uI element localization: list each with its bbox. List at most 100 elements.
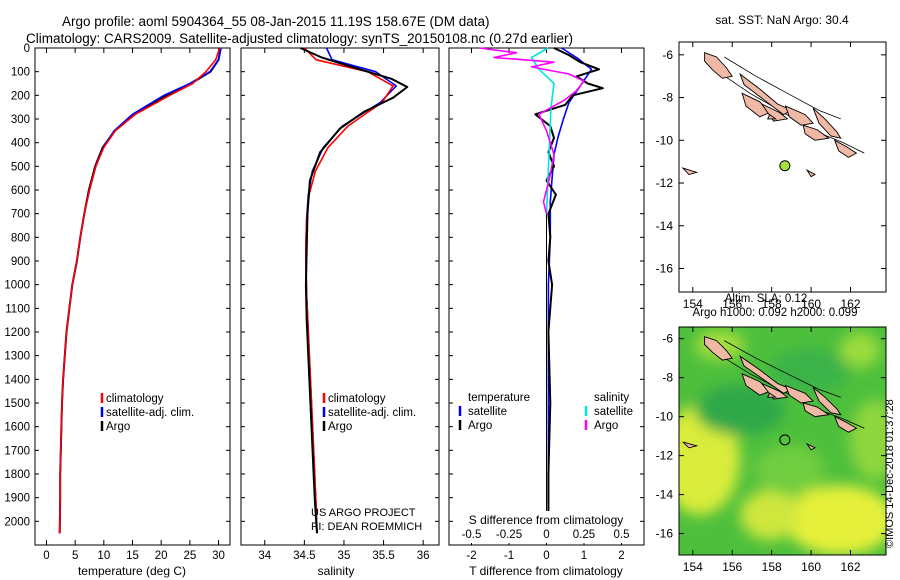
diff-xtick-label: -2: [466, 550, 476, 562]
s-diff-tick-label: 0.5: [614, 529, 630, 541]
depth-tick-label: 600: [11, 185, 30, 197]
map-lon-label: 154: [683, 560, 703, 574]
temp-xtick-label: 0: [43, 550, 49, 562]
temperature-frame: [34, 47, 231, 546]
island: [833, 139, 858, 158]
temp-series-argo: [58, 47, 222, 534]
sla-map-title-line1: Altim. SLA: 0.12: [725, 293, 807, 305]
salinity-panel: 34 34.5 35 35.5 36 climatology satellite-adj…: [240, 47, 440, 578]
depth-tick-label: 2000: [4, 516, 30, 528]
island: [704, 52, 733, 79]
diff-xtick-label: -1: [504, 550, 514, 562]
salinity-frame: [240, 47, 440, 546]
depth-tick-label: 1000: [4, 280, 30, 292]
map-lat-label: -14: [656, 488, 674, 502]
depth-tick-label: 900: [11, 256, 30, 268]
diff-legend-t-satellite: satellite: [468, 406, 507, 418]
sal-xtick-label: 34: [258, 550, 271, 562]
sal-legend-argo: Argo: [328, 421, 352, 433]
island: [681, 167, 699, 176]
depth-tick-label: 1800: [4, 469, 30, 481]
map-lon-label: 158: [762, 560, 782, 574]
map-lat-label: -8: [662, 91, 673, 105]
depth-tick-label: 1600: [4, 422, 30, 434]
island: [812, 107, 842, 139]
diff-xtick-label: 1: [581, 550, 587, 562]
island: [805, 442, 817, 451]
map-lon-label: 162: [840, 297, 860, 311]
depth-tick-label: 0: [24, 43, 30, 55]
depth-tick-label: 1700: [4, 445, 30, 457]
map-lat-label: -12: [656, 449, 674, 463]
argo-position-dot: [779, 160, 791, 172]
diff-series-t-argo: [534, 47, 604, 534]
map-lon-label: 160: [801, 560, 821, 574]
s-axis-box: [457, 511, 637, 543]
sal-xtick-label: 35: [338, 550, 351, 562]
map-lat-label: -10: [656, 410, 674, 424]
diff-legend-t-argo: Argo: [468, 420, 492, 432]
map-lat-label: -6: [662, 48, 673, 62]
s-diff-tick-label: 0.25: [573, 529, 595, 541]
island: [741, 92, 771, 118]
map-lat-label: -14: [656, 219, 674, 233]
island: [704, 336, 733, 361]
map-lat-label: -8: [662, 371, 673, 385]
sal-legend-satellite: satellite-adj. clim.: [328, 407, 416, 419]
reef-line: [724, 56, 841, 120]
diff-legend-salinity-title: salinity: [594, 392, 629, 404]
diff-series-s-argo: [478, 47, 585, 214]
sst-map-panel: sat. SST: NaN Argo: 30.4 154 156 158 160 162…: [656, 13, 887, 311]
sal-series-argo: [299, 47, 409, 534]
map-lon-label: 162: [840, 560, 860, 574]
map-lon-label: 154: [683, 297, 703, 311]
temperature-panel: 0100200300400500600700800900100011001200…: [4, 43, 231, 578]
temp-series-climatology: [58, 47, 221, 534]
sal-xlabel: salinity: [318, 564, 355, 578]
depth-tick-label: 1400: [4, 374, 30, 386]
temp-legend-argo: Argo: [106, 421, 130, 433]
diff-xtick-label: 2: [618, 550, 624, 562]
depth-tick-label: 400: [11, 138, 30, 150]
sla-map-frame: [678, 326, 887, 556]
diff-legend-s-argo: Argo: [594, 420, 618, 432]
credit-line1: US ARGO PROJECT: [311, 507, 416, 519]
depth-tick-label: 1100: [5, 303, 30, 315]
map-lon-label: 160: [801, 297, 821, 311]
depth-tick-label: 500: [11, 161, 30, 173]
depth-tick-label: 1500: [4, 398, 30, 410]
title-line2: Climatology: CARS2009. Satellite-adjuste…: [26, 31, 573, 46]
s-diff-tick-label: -0.25: [496, 529, 522, 541]
temp-legend-climatology: climatology: [106, 393, 164, 405]
temp-series-satellite-adj-clim-: [58, 47, 222, 534]
island: [741, 372, 771, 396]
temp-xtick-label: 15: [126, 550, 139, 562]
sst-map-title: sat. SST: NaN Argo: 30.4: [715, 13, 849, 27]
diff-series-s-satellite: [530, 47, 555, 214]
temp-xtick-label: 10: [97, 550, 110, 562]
reef-line: [724, 340, 841, 398]
island: [802, 124, 830, 141]
s-axis-label: S difference from climatology: [469, 513, 624, 527]
map-lat-label: -12: [656, 176, 674, 190]
island: [784, 384, 815, 404]
map-lat-label: -16: [656, 261, 674, 275]
sal-xtick-label: 36: [417, 550, 430, 562]
depth-tick-label: 300: [11, 114, 30, 126]
sal-series-climatology: [303, 47, 394, 534]
depth-tick-label: 1300: [4, 351, 30, 363]
depth-tick-label: 100: [11, 67, 30, 79]
depth-tick-label: 1200: [4, 327, 30, 339]
map-lat-label: -10: [656, 133, 674, 147]
map-lat-label: -16: [656, 527, 674, 541]
map-lat-label: -6: [662, 332, 673, 346]
sal-xtick-label: 34.5: [293, 550, 315, 562]
temp-xtick-label: 25: [183, 550, 196, 562]
imos-watermark: ©IMOS 14-Dec-2018 01:37:28: [884, 399, 896, 548]
s-diff-tick-label: 0: [543, 529, 549, 541]
sla-field: [679, 330, 886, 555]
temp-legend-satellite: satellite-adj. clim.: [106, 407, 194, 419]
island: [682, 441, 699, 449]
diff-series-t-satellite: [547, 47, 593, 534]
